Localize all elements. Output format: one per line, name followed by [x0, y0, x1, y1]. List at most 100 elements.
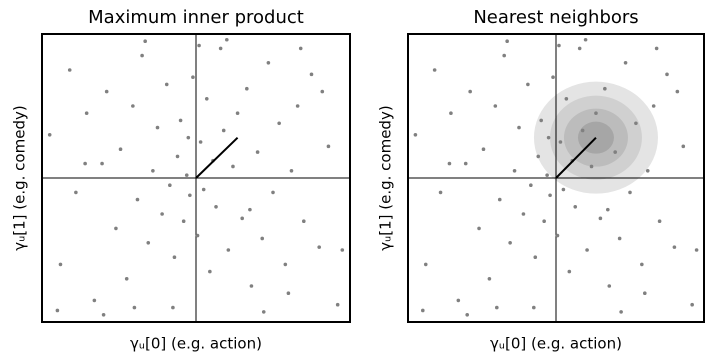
point [634, 121, 638, 126]
point [413, 133, 418, 137]
point [143, 39, 147, 43]
y-axis-label: γᵤ[1] (e.g. comedy) [377, 105, 395, 250]
point [542, 219, 546, 223]
point [558, 140, 563, 144]
point [465, 313, 470, 317]
point [694, 248, 699, 252]
point [487, 277, 492, 281]
point [221, 128, 226, 133]
point [468, 89, 472, 94]
point [248, 207, 252, 212]
point [640, 262, 644, 267]
point [204, 97, 209, 101]
point [74, 190, 78, 195]
point [260, 236, 265, 241]
point [532, 305, 536, 310]
point [493, 104, 498, 108]
point [195, 233, 200, 238]
point [477, 226, 481, 231]
point [529, 183, 533, 187]
point [564, 97, 569, 101]
point [619, 310, 623, 314]
point [546, 135, 551, 140]
point [131, 104, 135, 108]
point [132, 305, 137, 310]
x-axis-label: γᵤ[0] (e.g. action) [130, 335, 262, 353]
point [690, 302, 694, 307]
point [172, 255, 177, 259]
query-vector [195, 136, 239, 179]
point [567, 269, 572, 274]
point [277, 121, 281, 126]
point [555, 233, 560, 238]
x-axis-label: γᵤ[0] (e.g. action) [490, 335, 622, 353]
point [557, 43, 561, 48]
point [226, 248, 231, 252]
point [545, 173, 549, 177]
point [184, 173, 189, 177]
point [266, 61, 271, 65]
point [146, 241, 151, 245]
point [197, 43, 201, 48]
point [240, 216, 244, 221]
point [643, 291, 647, 296]
point [160, 212, 164, 216]
point [623, 61, 628, 65]
point [449, 111, 453, 115]
point [598, 216, 603, 221]
point [181, 219, 186, 223]
point [603, 86, 607, 91]
point [188, 193, 192, 198]
point [432, 68, 437, 72]
point [536, 154, 541, 159]
point [198, 140, 203, 144]
point [164, 82, 169, 87]
point [191, 75, 195, 79]
point [505, 39, 509, 43]
point [573, 205, 578, 209]
point [526, 82, 530, 87]
point [124, 277, 129, 281]
point [298, 46, 303, 51]
point [140, 53, 144, 58]
point [606, 207, 610, 212]
point [577, 46, 582, 51]
point [423, 262, 428, 267]
point [55, 308, 60, 313]
point [218, 46, 223, 51]
point [551, 75, 555, 79]
point [114, 226, 118, 231]
point [309, 72, 314, 77]
point [118, 147, 123, 151]
point [456, 298, 461, 303]
point [645, 169, 650, 173]
point [249, 284, 254, 288]
point [512, 169, 517, 173]
point [326, 144, 331, 149]
point [286, 291, 291, 296]
point [589, 164, 594, 169]
point [271, 190, 275, 195]
panel-title: Nearest neighbors [473, 7, 638, 28]
point [235, 111, 240, 115]
point [208, 269, 212, 274]
point [617, 236, 622, 241]
point [548, 193, 552, 198]
point [168, 183, 172, 187]
point [517, 125, 521, 130]
plot-frame [407, 33, 705, 323]
point [583, 37, 588, 42]
point [613, 150, 617, 154]
point [283, 262, 288, 267]
point [225, 37, 229, 42]
point [175, 154, 180, 159]
plot-frame [41, 33, 351, 323]
point [214, 205, 218, 209]
point [594, 111, 598, 115]
point [438, 190, 443, 195]
point [463, 161, 468, 166]
point [657, 219, 662, 223]
point [681, 144, 686, 149]
point [155, 125, 160, 130]
